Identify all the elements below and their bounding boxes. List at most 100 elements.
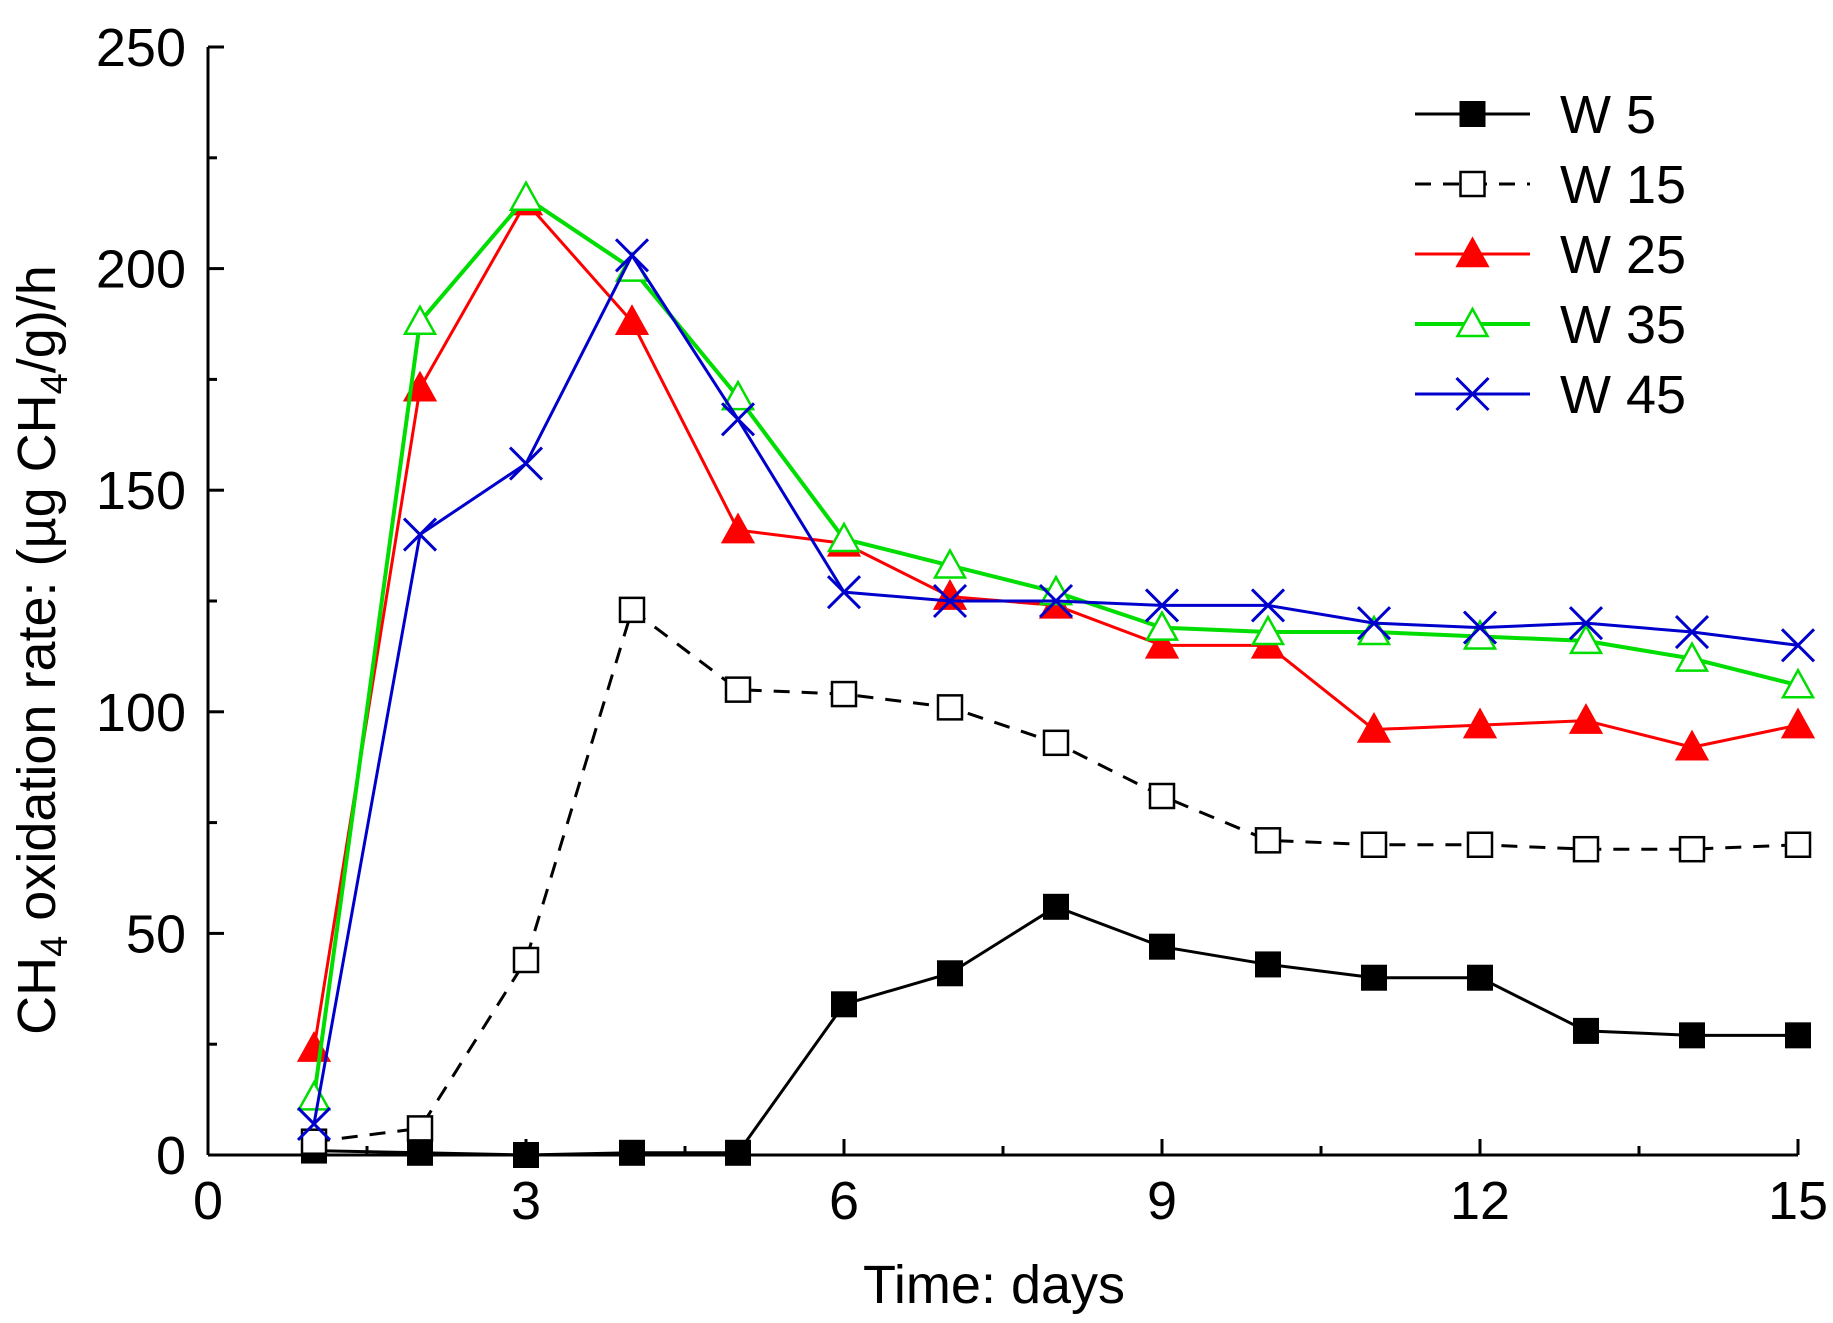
y-tick-label: 200: [96, 240, 186, 300]
data-point-w-45: [402, 517, 438, 552]
data-point-w-5: [937, 960, 963, 987]
data-point-w-45: [1038, 583, 1074, 619]
data-point-w-15: [1360, 831, 1388, 859]
x-stroke-b: [1356, 606, 1392, 641]
y-axis-label: CH4 oxidation rate: (µg CH4/g)/h: [7, 265, 76, 1035]
y-tick-label: 100: [96, 683, 186, 743]
data-point-w-15: [1784, 831, 1812, 859]
data-point-w-45: [508, 446, 544, 481]
data-point-w-25: [932, 578, 968, 610]
x-tick-label: 3: [511, 1171, 541, 1231]
data-point-w-35: [1144, 610, 1180, 641]
x-stroke-b: [508, 446, 544, 481]
x-tick-label: 9: [1147, 1171, 1177, 1231]
data-point-w-15: [1148, 782, 1176, 810]
legend-item-w-45: W 45: [1415, 365, 1686, 425]
y-tick-label: 50: [126, 904, 186, 964]
data-point-w-5: [1573, 1017, 1599, 1044]
data-point-w-15: [1254, 827, 1282, 854]
data-point-w-35: [932, 547, 968, 579]
legend-label-w-5: W 5: [1560, 85, 1656, 145]
data-point-w-15: [936, 694, 964, 721]
data-point-w-45: [826, 575, 862, 610]
data-point-w-15: [618, 596, 646, 624]
legend-marker-w-5: [1459, 101, 1486, 127]
x-stroke-b: [614, 238, 650, 273]
data-point-w-35: [1674, 641, 1710, 672]
x-tick-label: 0: [193, 1171, 223, 1231]
data-point-w-5: [1679, 1022, 1705, 1049]
legend-marker-w-35: [1455, 306, 1490, 338]
data-point-w-25: [614, 304, 650, 336]
data-point-w-45: [1144, 588, 1180, 623]
legend-item-w-35: W 35: [1415, 295, 1686, 355]
data-point-w-25: [1144, 627, 1180, 659]
data-point-w-5: [1149, 933, 1175, 960]
x-tick-label: 6: [829, 1171, 859, 1231]
y-label-sub2: 4: [34, 373, 76, 394]
data-point-w-25: [1780, 707, 1816, 739]
data-point-w-5: [1467, 964, 1493, 991]
legend-item-w-15: W 15: [1415, 155, 1686, 215]
data-point-w-45: [1356, 606, 1392, 641]
data-point-w-15: [512, 946, 540, 974]
data-point-w-5: [407, 1139, 433, 1166]
legend-label-w-35: W 35: [1560, 295, 1686, 355]
y-label-part1: CH: [7, 957, 67, 1035]
legend-label-w-45: W 45: [1560, 365, 1686, 425]
data-point-w-45: [1568, 606, 1604, 641]
data-point-w-25: [1674, 729, 1710, 761]
x-stroke-b: [1250, 588, 1286, 623]
x-tick-label: 15: [1768, 1171, 1828, 1231]
data-point-w-15: [406, 1115, 434, 1142]
series-layer: [296, 180, 1816, 1168]
data-point-w-15: [724, 676, 752, 703]
data-point-w-25: [296, 1031, 332, 1062]
x-stroke-b: [932, 583, 968, 619]
data-point-w-5: [513, 1142, 539, 1168]
data-point-w-35: [1038, 574, 1074, 606]
legend-item-w-5: W 5: [1415, 85, 1656, 145]
data-point-w-35: [296, 1079, 332, 1111]
data-point-w-45: [1250, 588, 1286, 623]
data-point-w-45: [932, 583, 968, 619]
legend-marker-w-25: [1455, 236, 1490, 268]
data-point-w-45: [296, 1106, 332, 1142]
data-point-w-25: [1568, 703, 1604, 734]
legend-label-w-25: W 25: [1560, 225, 1686, 285]
x-stroke-b: [1144, 588, 1180, 623]
data-point-w-35: [826, 521, 862, 553]
data-point-w-35: [720, 379, 756, 411]
data-point-w-5: [1043, 893, 1069, 920]
data-point-w-25: [1356, 711, 1392, 743]
data-point-w-35: [1250, 614, 1286, 646]
data-point-w-5: [831, 991, 857, 1018]
data-point-w-5: [725, 1139, 751, 1166]
x-stroke-b: [826, 575, 862, 610]
x-stroke-b: [1455, 376, 1490, 412]
data-point-w-25: [1462, 707, 1498, 739]
x-stroke-b: [1462, 610, 1498, 645]
x-stroke-b: [1674, 614, 1710, 650]
data-point-w-45: [614, 238, 650, 273]
x-stroke-b: [1780, 628, 1816, 663]
data-point-w-35: [1780, 667, 1816, 699]
data-point-w-35: [402, 304, 438, 336]
x-stroke-b: [720, 402, 756, 437]
data-point-w-25: [720, 512, 756, 544]
data-point-w-35: [508, 180, 544, 211]
y-tick-label: 250: [96, 18, 186, 78]
data-point-w-15: [830, 680, 858, 708]
x-stroke-b: [402, 517, 438, 552]
data-point-w-45: [1674, 614, 1710, 650]
series-w-35: [296, 180, 1816, 1111]
data-point-w-45: [1462, 610, 1498, 645]
series-w-45: [296, 238, 1816, 1142]
x-tick-label: 12: [1450, 1171, 1510, 1231]
series-w-15: [300, 596, 1812, 1155]
x-axis-label: Time: days: [863, 1255, 1125, 1315]
y-label-sub1: 4: [34, 936, 76, 957]
data-point-w-15: [1466, 831, 1494, 859]
data-point-w-15: [1678, 835, 1706, 863]
